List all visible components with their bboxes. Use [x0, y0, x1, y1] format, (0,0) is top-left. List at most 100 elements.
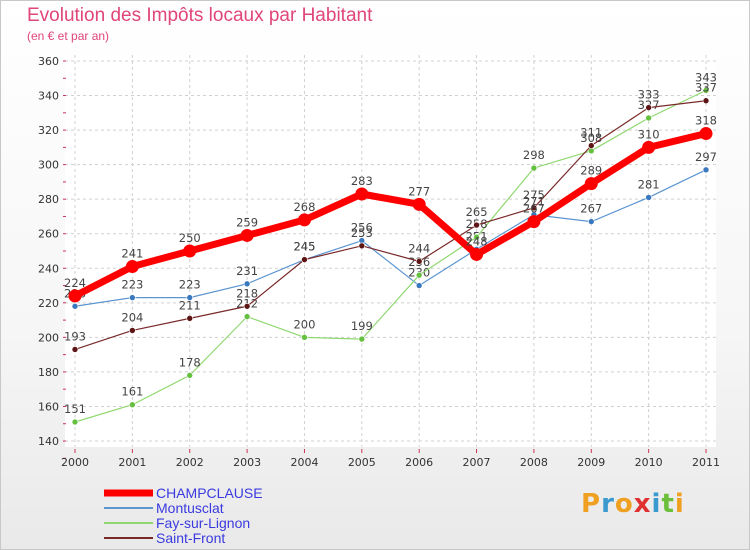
x-tick-label: 2010 [635, 456, 663, 469]
point-montusclat [186, 294, 194, 301]
data-label-montusclat: 245 [293, 240, 315, 254]
point-saint-front [473, 221, 480, 229]
point-saint-front [129, 327, 136, 334]
data-label-champclause: 310 [638, 127, 660, 141]
y-tick-label: 180 [38, 366, 59, 379]
logo-letter: o [614, 489, 634, 519]
data-label-montusclat: 223 [179, 278, 201, 292]
point-champclause [125, 260, 139, 274]
x-tick-label: 2004 [290, 456, 318, 469]
x-tick-label: 2001 [118, 456, 146, 469]
series-line-saint-front [74, 100, 707, 351]
point-champclause [355, 187, 369, 201]
point-fay-sur-lignon [243, 313, 251, 320]
point-montusclat [702, 166, 710, 174]
y-tick-label: 260 [38, 228, 59, 241]
y-tick-label: 160 [38, 400, 59, 413]
data-label-champclause: 267 [523, 202, 545, 216]
point-fay-sur-lignon [530, 164, 538, 172]
point-fay-sur-lignon [415, 271, 423, 279]
point-saint-front [71, 346, 79, 353]
point-saint-front [587, 142, 595, 149]
point-champclause [584, 177, 598, 191]
data-label-saint-front: 333 [638, 88, 660, 102]
y-tick-label: 220 [38, 297, 59, 310]
point-fay-sur-lignon [702, 87, 710, 94]
point-champclause [699, 127, 713, 141]
point-fay-sur-lignon [71, 418, 79, 426]
point-champclause [642, 140, 656, 154]
logo-letter: t [661, 489, 675, 519]
point-saint-front [702, 97, 710, 105]
point-saint-front [530, 204, 538, 212]
data-label-champclause: 277 [408, 184, 430, 198]
x-tick-label: 2005 [348, 456, 376, 469]
y-tick-label: 300 [38, 159, 59, 172]
plot-area [65, 55, 716, 447]
point-montusclat [415, 282, 423, 289]
data-label-champclause: 250 [179, 231, 201, 245]
data-label-montusclat: 267 [580, 202, 602, 216]
logo-letter: r [601, 489, 615, 519]
series-line-fay-sur-lignon [74, 89, 707, 423]
point-montusclat [129, 294, 136, 301]
data-label-champclause: 224 [64, 276, 86, 290]
data-label-champclause: 268 [293, 200, 315, 214]
point-fay-sur-lignon [358, 335, 366, 343]
x-tick-label: 2000 [61, 456, 89, 469]
point-saint-front [415, 258, 423, 265]
data-label-fay-sur-lignon: 199 [351, 319, 373, 333]
data-label-saint-front: 193 [64, 329, 86, 343]
logo-letter: i [674, 489, 685, 519]
point-montusclat [71, 302, 79, 310]
data-label-saint-front: 311 [580, 126, 602, 140]
data-label-montusclat: 297 [695, 150, 717, 164]
y-tick-label: 340 [38, 90, 59, 103]
y-tick-label: 280 [38, 193, 59, 206]
x-tick-label: 2008 [520, 456, 548, 469]
y-tick-label: 320 [38, 124, 59, 137]
chart-subtitle: (en € et par an) [27, 29, 110, 43]
point-saint-front [301, 256, 308, 263]
point-champclause [527, 215, 541, 229]
point-fay-sur-lignon [186, 372, 194, 379]
y-tick-label: 140 [38, 435, 59, 448]
point-saint-front [645, 104, 652, 111]
x-tick-label: 2009 [577, 456, 605, 469]
x-tick-label: 2011 [692, 456, 720, 469]
data-label-fay-sur-lignon: 343 [695, 70, 717, 84]
data-label-saint-front: 253 [351, 226, 373, 240]
point-champclause [240, 228, 254, 242]
point-montusclat [587, 218, 595, 225]
x-tick-label: 2007 [463, 456, 491, 469]
data-label-champclause: 289 [580, 164, 602, 178]
data-label-saint-front: 211 [179, 298, 201, 312]
data-label-fay-sur-lignon: 178 [179, 355, 201, 369]
legend-label-saint-front: Saint-Front [156, 530, 225, 546]
point-fay-sur-lignon [473, 233, 480, 241]
point-champclause [68, 289, 82, 303]
point-saint-front [243, 302, 251, 310]
data-label-montusclat: 256 [351, 221, 373, 235]
point-champclause [183, 244, 197, 258]
series-line-montusclat [74, 169, 707, 307]
data-label-champclause: 318 [695, 114, 717, 128]
data-label-fay-sur-lignon: 161 [121, 385, 143, 399]
x-tick-label: 2002 [176, 456, 204, 469]
y-tick-label: 360 [38, 55, 59, 68]
data-label-montusclat: 231 [236, 264, 258, 278]
data-label-champclause: 259 [236, 215, 258, 229]
x-tick-label: 2006 [405, 456, 433, 469]
series-line-champclause [71, 130, 710, 300]
data-label-fay-sur-lignon: 200 [293, 317, 315, 331]
proxiti-logo: Proxiti [581, 489, 685, 519]
chart-title: Evolution des Impôts locaux par Habitant [27, 5, 373, 26]
data-label-montusclat: 223 [121, 278, 143, 292]
legend-label-champclause: CHAMPCLAUSE [156, 485, 263, 501]
data-label-saint-front: 244 [408, 241, 430, 255]
data-label-saint-front: 204 [121, 310, 143, 324]
point-champclause [297, 213, 311, 227]
y-tick-label: 240 [38, 262, 59, 275]
point-fay-sur-lignon [301, 334, 308, 341]
